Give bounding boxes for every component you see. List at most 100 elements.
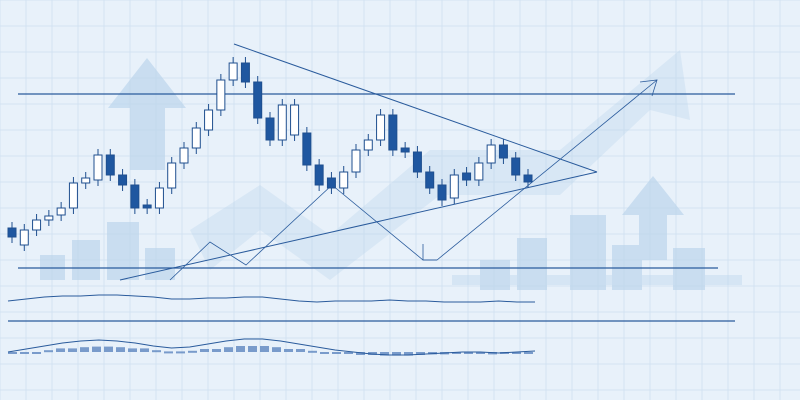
histogram-bar — [56, 348, 65, 352]
candle-down — [265, 117, 275, 141]
volume-bar — [145, 248, 175, 280]
histogram-bar — [116, 347, 125, 352]
histogram-bar — [140, 348, 149, 352]
histogram-bar — [320, 352, 329, 354]
candle-down — [388, 114, 398, 151]
triangle-lower-line — [119, 171, 598, 281]
candle-down — [425, 171, 435, 189]
candle-up — [93, 154, 103, 181]
histogram-bar — [20, 352, 29, 354]
histogram-bar — [488, 352, 497, 355]
volume-bar — [570, 215, 606, 290]
candle-down — [142, 204, 152, 209]
histogram-bar — [308, 350, 317, 353]
histogram-bar — [392, 352, 401, 356]
histogram-bar — [512, 352, 521, 354]
candle-up — [474, 162, 484, 181]
histogram-bar — [452, 352, 461, 354]
candle-up — [167, 162, 177, 189]
candle-down — [400, 147, 410, 153]
candle-down — [523, 174, 533, 183]
candle-up — [363, 139, 373, 151]
histogram-bar — [44, 350, 53, 353]
candle-down — [412, 151, 422, 173]
histogram-bar — [224, 347, 233, 352]
volume-bar — [480, 260, 510, 290]
candle-up — [216, 79, 226, 111]
candle-up — [277, 104, 287, 141]
candle-up — [204, 109, 214, 131]
histogram-bar — [188, 350, 197, 353]
histogram-bar — [296, 349, 305, 352]
candle-up — [68, 182, 78, 209]
histogram-bar — [284, 349, 293, 352]
candle-up — [179, 147, 189, 164]
histogram-bar — [272, 347, 281, 352]
candle-down — [118, 174, 128, 186]
candle-down — [130, 184, 140, 209]
histogram-bar — [104, 346, 113, 352]
histogram-bar — [128, 348, 137, 352]
triangle-upper-line — [233, 43, 598, 173]
oscillator-line — [7, 294, 535, 303]
histogram-bar — [248, 346, 257, 352]
candle-up — [191, 127, 201, 149]
candle-down — [240, 62, 250, 83]
histogram-bar — [332, 352, 341, 354]
candle-up — [81, 177, 91, 184]
histogram-bar — [32, 352, 41, 354]
candle-up — [351, 149, 361, 173]
histogram-bar — [212, 349, 221, 352]
zigzag-arrowhead — [639, 79, 658, 97]
candle-down — [462, 172, 472, 181]
candle-up — [290, 104, 300, 136]
candle-down — [7, 227, 17, 238]
background-decoration — [40, 50, 742, 290]
down-marker — [422, 244, 437, 261]
histogram-bar — [368, 352, 377, 355]
candle-down — [326, 177, 336, 189]
big-arrow-icon — [190, 50, 690, 280]
histogram-bar — [152, 350, 161, 353]
candle-up — [228, 62, 238, 81]
histogram-bar — [476, 352, 485, 354]
histogram-bar — [236, 346, 245, 352]
candle-up — [339, 171, 349, 189]
macd-histogram — [8, 346, 533, 356]
candle-down — [105, 154, 115, 176]
candle-up — [486, 144, 496, 164]
histogram-bar — [464, 352, 473, 354]
histogram-bar — [80, 347, 89, 352]
histogram-bar — [68, 348, 77, 352]
histogram-bar — [200, 349, 209, 352]
histogram-bar — [260, 346, 269, 352]
volume-bar — [673, 248, 705, 290]
volume-bar — [107, 222, 139, 280]
candle-up — [376, 114, 386, 141]
candle-up — [32, 219, 42, 231]
histogram-bar — [380, 352, 389, 356]
histogram-bar — [164, 351, 173, 354]
candle-down — [302, 132, 312, 166]
histogram-bar — [356, 352, 365, 355]
candles — [7, 57, 533, 251]
volume-bar — [517, 238, 547, 290]
candle-up — [44, 215, 54, 221]
candle-up — [56, 207, 66, 216]
candle-down — [511, 157, 521, 176]
candle-up — [449, 174, 459, 199]
histogram-bar — [404, 352, 413, 356]
up-arrow-icon — [622, 176, 684, 260]
histogram-bar — [92, 346, 101, 352]
candle-down — [253, 81, 263, 119]
candle-down — [498, 144, 508, 159]
macd-line — [7, 338, 536, 356]
histogram-bar — [344, 352, 353, 354]
candle-down — [437, 184, 447, 201]
candle-up — [19, 229, 29, 246]
candle-down — [314, 164, 324, 186]
histogram-bar — [8, 352, 17, 354]
volume-bar — [72, 240, 100, 280]
